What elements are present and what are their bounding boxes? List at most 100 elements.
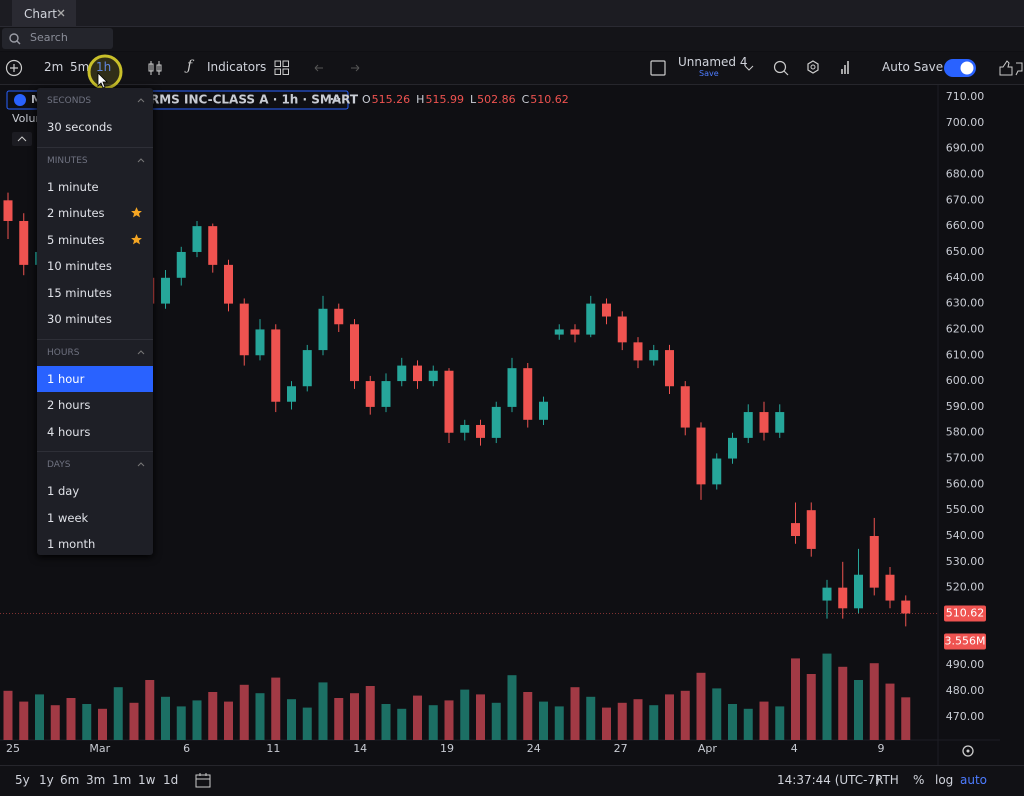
volume-bar (224, 701, 233, 740)
undo-redo[interactable] (312, 61, 362, 75)
menu-item[interactable]: 2 minutes (37, 200, 153, 227)
range-button[interactable]: 3m (86, 773, 106, 787)
symbol-logo (14, 94, 26, 106)
scale-toggle[interactable]: % (913, 773, 925, 787)
favorite-star[interactable] (130, 206, 143, 219)
menu-item-label[interactable]: 1 hour (47, 371, 85, 386)
templates[interactable] (274, 60, 290, 76)
range-button[interactable]: 1w (138, 773, 156, 787)
candle-body (302, 350, 312, 387)
menu-item-label[interactable]: 1 day (47, 484, 80, 498)
menu-item-label[interactable]: 5 minutes (47, 232, 105, 247)
tab-close[interactable] (57, 9, 65, 17)
range-button[interactable]: 5y (15, 773, 30, 787)
menu-item[interactable]: 1 month (37, 531, 153, 558)
collapse-chevron[interactable] (137, 349, 145, 355)
session[interactable]: RTH (875, 773, 899, 787)
auto-save-toggle[interactable] (944, 59, 976, 77)
candle-body (602, 303, 611, 317)
scale-toggle[interactable]: log (935, 773, 954, 787)
feedback-icons[interactable] (998, 59, 1024, 77)
candle-body (759, 412, 769, 433)
menu-item[interactable]: 1 week (37, 505, 153, 532)
date-range-icon[interactable] (194, 771, 212, 789)
volume-bar (523, 692, 533, 740)
menu-item[interactable]: 1 day (37, 478, 153, 505)
menu-item-label[interactable]: 4 hours (47, 424, 91, 439)
ohlc-key: C (522, 93, 530, 106)
candle-body (554, 329, 564, 335)
range-button[interactable]: 6m (60, 773, 80, 787)
menu-item[interactable]: 2 hours (37, 392, 153, 419)
menu-section-header[interactable]: SECONDS (37, 88, 153, 114)
candle-body (476, 424, 485, 438)
y-tick-label: 650.00 (946, 245, 985, 258)
volume-bar (586, 696, 596, 740)
candle-body (539, 401, 548, 420)
interval-button[interactable]: 1h (96, 60, 111, 74)
menu-item-label[interactable]: 2 minutes (47, 206, 105, 220)
menu-item[interactable]: 5 minutes (37, 227, 153, 254)
scale-toggle[interactable]: auto (960, 773, 988, 787)
last-volume-label: 3.556M (945, 634, 986, 647)
chevron-holder (137, 148, 145, 174)
menu-item[interactable]: 30 seconds (37, 114, 153, 141)
candle-body (428, 370, 438, 382)
y-tick-label: 480.00 (946, 684, 985, 697)
axis-settings[interactable] (960, 743, 976, 759)
menu-section-header[interactable]: HOURS (37, 340, 153, 366)
candle-body (192, 226, 202, 252)
menu-section-header[interactable]: DAYS (37, 452, 153, 478)
legend-box (6, 90, 349, 110)
collapse-chevron[interactable] (137, 97, 145, 103)
menu-section-header[interactable]: MINUTES (37, 148, 153, 174)
candle-body (224, 264, 233, 304)
range-button[interactable]: 1m (112, 773, 132, 787)
tab-title[interactable]: Chart (24, 7, 57, 21)
candle-body (649, 350, 659, 361)
interval-button[interactable]: 2m (44, 60, 64, 74)
collapse-chevron[interactable] (137, 461, 145, 467)
collapse-button[interactable] (12, 132, 32, 146)
menu-item-label[interactable]: 30 minutes (47, 312, 112, 326)
menu-item[interactable]: 1 hour (37, 365, 153, 392)
indicators-button[interactable]: Indicators (207, 60, 267, 74)
legend: M RMS INC-CLASS A · 1h · SMART ⋯ Volum O… (6, 90, 569, 146)
menu-item-label[interactable]: 2 hours (47, 398, 91, 412)
volume-bar (901, 697, 911, 740)
tab[interactable] (12, 0, 76, 26)
y-tick-label: 640.00 (946, 271, 985, 284)
y-tick-label: 660.00 (946, 219, 985, 232)
search-placeholder[interactable]: Search (30, 31, 68, 44)
menu-item-label[interactable]: 1 month (47, 537, 96, 551)
add-symbol[interactable] (5, 59, 23, 77)
menu-item[interactable]: 1 minute (37, 174, 153, 201)
menu-item-label[interactable]: 1 minute (47, 179, 99, 194)
candle-body (712, 458, 722, 485)
menu-item[interactable]: 15 minutes (37, 280, 153, 307)
favorite-star[interactable] (130, 233, 143, 246)
layout-name[interactable]: Unnamed 4 (678, 55, 748, 69)
search-box[interactable] (2, 28, 113, 49)
indicators-icon[interactable]: ƒ (187, 58, 193, 74)
menu-item[interactable]: 4 hours (37, 419, 153, 446)
range-button[interactable]: 1y (39, 773, 54, 787)
menu-item-label[interactable]: 10 minutes (47, 259, 112, 273)
menu-item-label[interactable]: 1 week (47, 510, 89, 525)
layout-dropdown[interactable] (744, 64, 754, 72)
range-button[interactable]: 1d (163, 773, 179, 787)
menu-item[interactable]: 10 minutes (37, 253, 153, 280)
menu-item[interactable]: 30 minutes (37, 306, 153, 333)
x-tick-label: 14 (353, 742, 367, 755)
chart-style[interactable] (147, 59, 163, 77)
collapse-chevron[interactable] (137, 157, 145, 163)
volume-bar (365, 686, 375, 740)
legend-menu[interactable]: ⋯ (330, 93, 341, 106)
menu-item-label[interactable]: 15 minutes (47, 285, 112, 300)
candle-body (838, 587, 848, 609)
interval-button[interactable]: 5m (70, 60, 90, 74)
menu-item-label[interactable]: 30 seconds (47, 120, 113, 134)
tool-icons[interactable] (772, 58, 852, 78)
x-tick-label: 11 (266, 742, 280, 755)
layout-icon[interactable] (650, 60, 666, 76)
